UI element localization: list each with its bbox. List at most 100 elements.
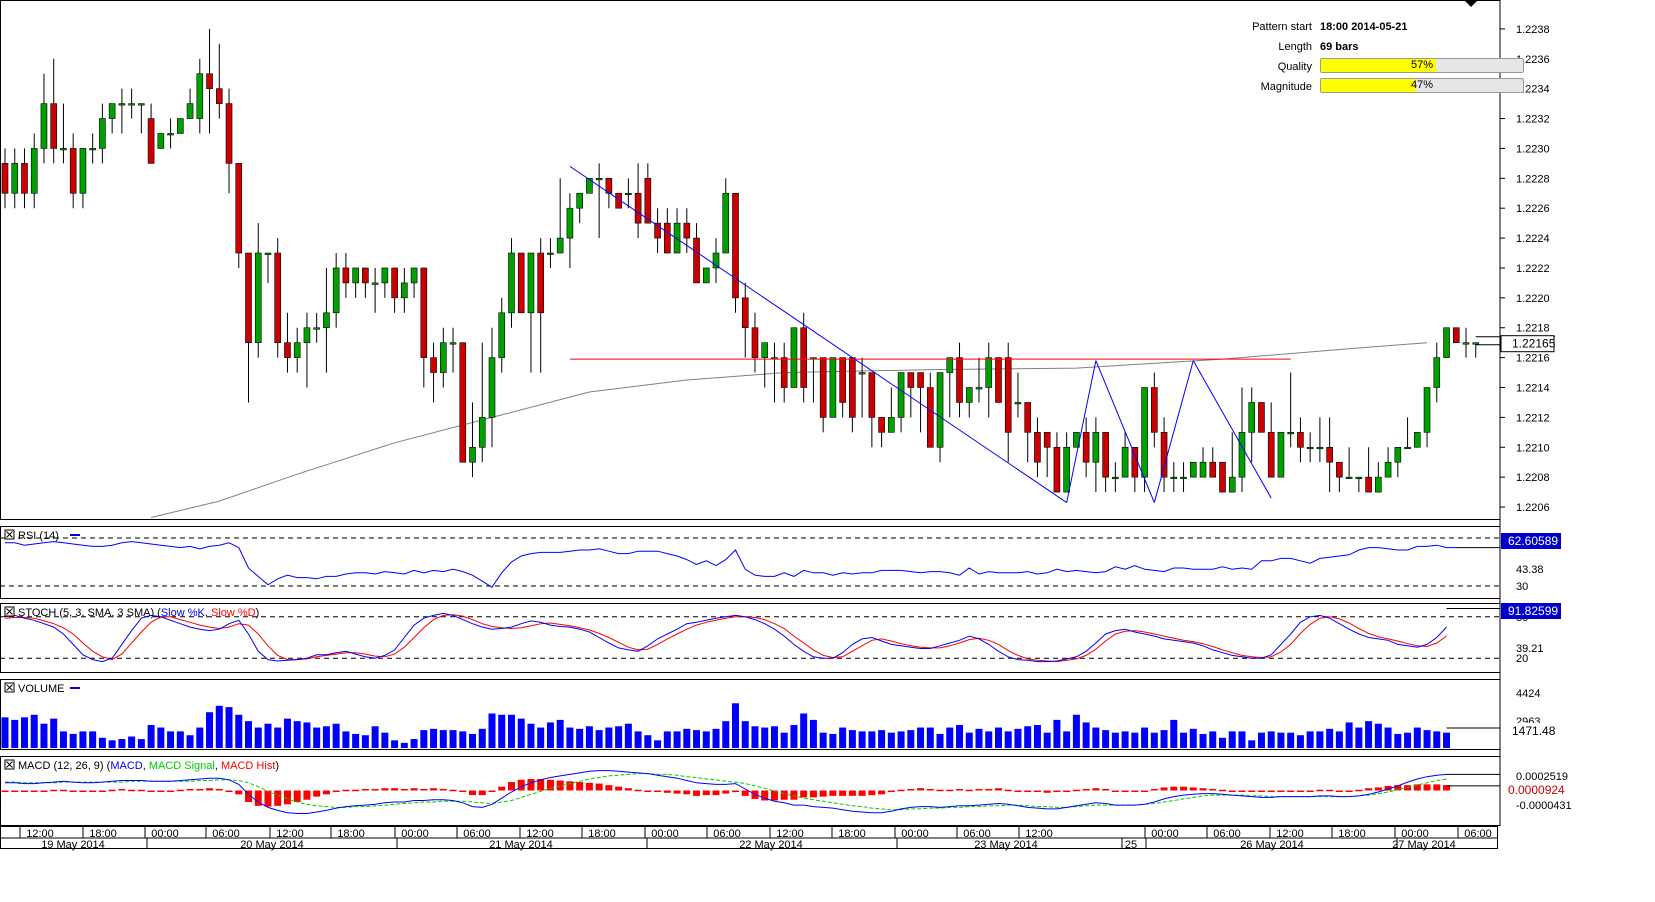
price-tick-label: 1.2236 (1516, 54, 1550, 66)
volume-bar (722, 721, 730, 748)
volume-bar (819, 732, 827, 748)
candle (362, 267, 369, 298)
candle-body (478, 417, 486, 448)
macd-hist-bar (897, 789, 905, 792)
volume-bar (488, 713, 496, 748)
candle (664, 208, 671, 254)
candle (1043, 432, 1051, 478)
candle-body (527, 252, 535, 314)
macd-hist-bar (1160, 787, 1168, 791)
macd-hist-bar (1180, 786, 1188, 791)
magnitude-gauge-fill (1321, 79, 1416, 92)
price-tick-label: 1.2210 (1516, 442, 1550, 454)
volume-bar (1131, 732, 1139, 748)
macd-hist-bar (546, 779, 554, 791)
candle (254, 223, 262, 358)
macd-hist-bar (683, 790, 691, 795)
volume-bar (683, 728, 691, 748)
volume-bar (498, 714, 506, 748)
candle (556, 178, 564, 254)
macd-hist-bar (712, 790, 720, 796)
candle-body (761, 342, 769, 358)
candle (1092, 417, 1100, 493)
macd-hist-bar (868, 790, 876, 796)
candle (439, 327, 447, 388)
time-hour-label: 18:00 (838, 828, 866, 840)
candle-body (1452, 327, 1460, 343)
candle-body (849, 357, 856, 418)
candle-body (264, 252, 272, 255)
candle (1024, 402, 1031, 463)
macd-hist-bar (1063, 790, 1071, 792)
volume-bar (264, 723, 272, 748)
candle-body (488, 357, 496, 418)
macd-hist-bar (615, 786, 623, 791)
macd-hist-bar (1004, 789, 1012, 792)
candle-body (1043, 432, 1051, 448)
macd-hist-bar (1316, 789, 1324, 792)
volume-bar (693, 730, 701, 748)
candle (654, 208, 661, 254)
candle-body (79, 148, 87, 194)
candle-body (615, 192, 622, 209)
candle-body (1160, 432, 1168, 478)
time-date-label: 27 May 2014 (1392, 839, 1456, 851)
candle-body (1384, 461, 1392, 478)
time-hour-label: 00:00 (151, 828, 179, 840)
candle-body (917, 372, 924, 388)
price-tick-label: 1.2220 (1516, 293, 1550, 305)
candle (342, 253, 350, 298)
candle (50, 58, 58, 164)
candle-body (1092, 432, 1100, 463)
price-tick-label: 1.2206 (1516, 502, 1550, 514)
macd-hist-bar (537, 779, 545, 791)
candle (1121, 432, 1129, 478)
volume-bar (517, 718, 525, 748)
time-hour-label: 18:00 (588, 828, 616, 840)
candle-body (235, 163, 243, 254)
candle-body (254, 252, 262, 343)
scroll-down-icon[interactable] (1465, 1, 1477, 7)
pattern-line (1153, 360, 1194, 503)
time-hour-label: 06:00 (713, 828, 741, 840)
volume-bar (1384, 727, 1392, 748)
time-hour-label: 00:00 (1401, 828, 1429, 840)
time-hour-label: 06:00 (1213, 828, 1241, 840)
stoch-current-value-box (1501, 603, 1561, 619)
volume-bar (235, 714, 243, 748)
candle (946, 357, 954, 418)
candle (751, 312, 759, 373)
volume-bar (59, 731, 67, 748)
macd-hist-bar (225, 790, 233, 792)
macd-hist-bar (887, 790, 895, 793)
stoch-k-line (4, 612, 1447, 663)
price-tick-label: 1.2218 (1516, 323, 1550, 335)
candle (1189, 461, 1197, 478)
macd-hist-bar (566, 781, 574, 791)
candle (1365, 447, 1372, 493)
candle-body (342, 267, 350, 284)
volume-bar (293, 721, 301, 748)
macd-hist-bar (1082, 788, 1090, 791)
candle-body (1121, 446, 1129, 478)
candle (1228, 432, 1236, 493)
price-tick-label: 1.2212 (1516, 412, 1550, 424)
volume-bar (69, 733, 77, 748)
macd-hist-bar (1141, 790, 1149, 792)
macd-hist-bar (702, 790, 710, 796)
time-date-label: 20 May 2014 (240, 839, 304, 851)
candle (1443, 327, 1450, 358)
volume-bar (322, 726, 330, 748)
candle-body (1053, 446, 1061, 493)
macd-hist-bar (147, 790, 155, 792)
pattern-start-label: Pattern start (1252, 21, 1312, 33)
stoch-axis-20: 20 (1516, 653, 1528, 665)
candle-body (1345, 476, 1353, 479)
macd-hist-bar (283, 790, 291, 805)
time-date-label: 23 May 2014 (974, 839, 1038, 851)
candle (498, 297, 506, 373)
macd-hist-bar (69, 790, 77, 792)
candle (459, 342, 467, 463)
volume-close-icon-x2 (6, 684, 13, 691)
candle (722, 178, 730, 254)
